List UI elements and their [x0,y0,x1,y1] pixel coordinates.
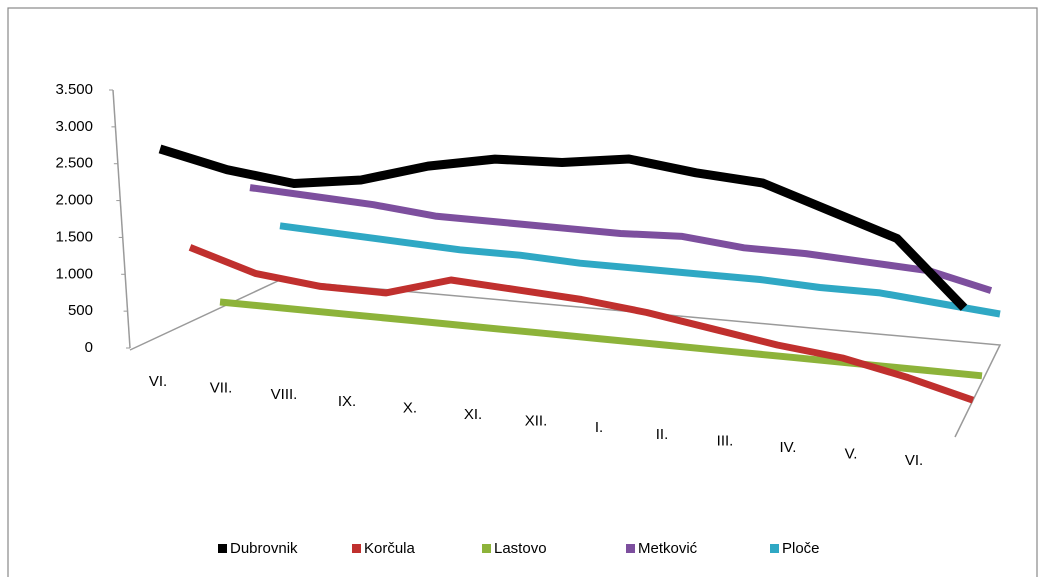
x-tick-label: I. [595,419,603,436]
legend-swatch [626,544,635,553]
y-tick-label: 3.500 [55,81,93,98]
x-tick-label: VII. [210,380,233,397]
x-tick-label: X. [403,399,417,416]
legend-swatch [352,544,361,553]
x-tick-label: III. [717,432,734,449]
y-tick-label: 1.000 [55,265,93,282]
y-tick-label: 2.500 [55,155,93,172]
y-tick-label: 0 [85,339,93,356]
y-tick-label: 2.000 [55,192,93,209]
series-line [249,184,993,294]
y-tick-label: 500 [68,302,93,319]
legend-swatch [482,544,491,553]
x-tick-label: VIII. [271,386,298,403]
x-tick-label: II. [656,426,669,443]
legend-label: Metković [638,540,698,557]
series-line [158,144,968,311]
y-axis [112,89,131,349]
legend-label: Ploče [782,540,820,557]
x-tick-label: IX. [338,393,356,410]
y-tick-label: 3.000 [55,118,93,135]
x-tick-label: IV. [780,439,797,456]
x-tick-label: VI. [905,452,923,469]
legend-label: Korčula [364,540,416,557]
x-tick-label: XI. [464,406,482,423]
legend-label: Dubrovnik [230,540,298,557]
legend-swatch [218,544,227,553]
legend-label: Lastovo [494,540,547,557]
series-line [188,244,975,404]
x-tick-label: VI. [149,373,167,390]
x-tick-label: V. [845,446,858,463]
y-tick-label: 1.500 [55,228,93,245]
legend-swatch [770,544,779,553]
series-line [279,222,1001,318]
x-tick-label: XII. [525,413,548,430]
